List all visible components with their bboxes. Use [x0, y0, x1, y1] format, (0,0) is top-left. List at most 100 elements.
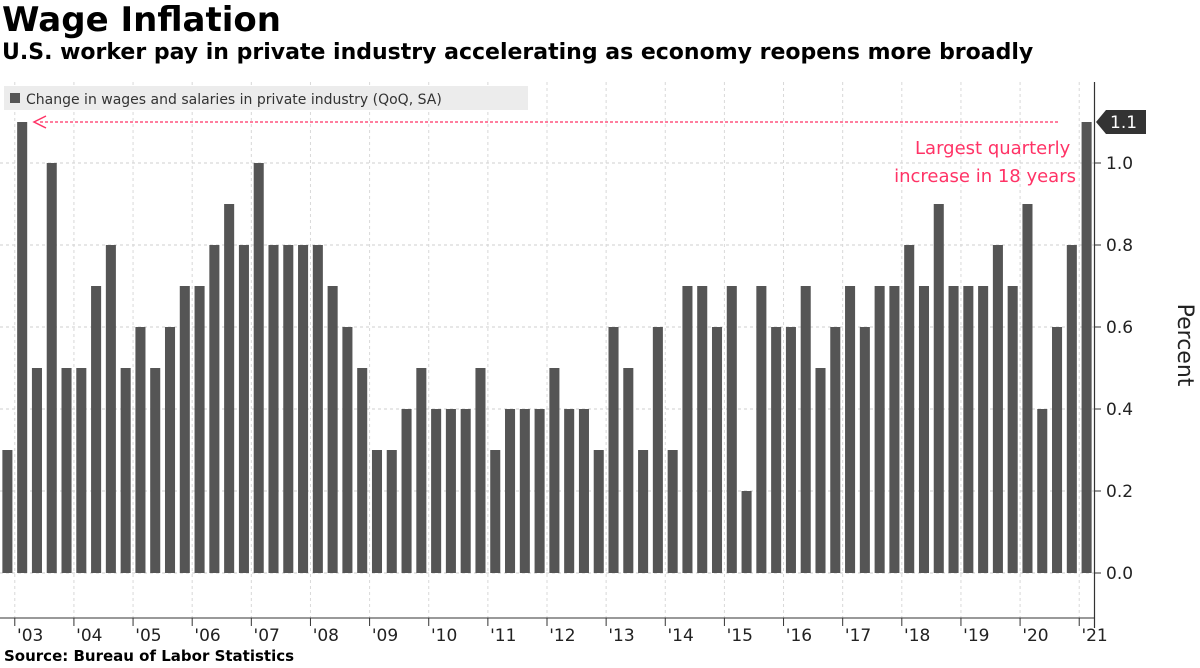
x-tick-label: '07: [254, 626, 280, 646]
bar: [638, 450, 649, 573]
x-tick-label: '17: [845, 626, 871, 646]
y-tick-label: 0.2: [1106, 482, 1133, 502]
x-tick-label: '15: [727, 626, 753, 646]
x-tick-label: '03: [17, 626, 43, 646]
bar: [164, 327, 176, 573]
bar: [135, 327, 146, 573]
bar: [593, 450, 604, 573]
bar: [578, 409, 589, 573]
bar: [771, 327, 782, 573]
bar: [992, 245, 1003, 573]
bar: [711, 327, 723, 573]
bar: [416, 368, 427, 573]
bar: [283, 245, 294, 573]
legend-entry: Change in wages and salaries in private …: [26, 92, 442, 108]
source-note: Source: Bureau of Labor Statistics: [4, 647, 295, 665]
bar: [298, 245, 309, 573]
bar: [194, 286, 205, 573]
chart-title: Wage Inflation: [2, 0, 281, 40]
bar: [342, 327, 353, 573]
bar: [505, 409, 516, 573]
bar: [150, 368, 161, 573]
bar: [1022, 204, 1033, 573]
bar: [357, 368, 368, 573]
bar: [490, 450, 501, 573]
bar: [46, 163, 57, 573]
annotation-line-2: increase in 18 years: [894, 166, 1076, 187]
x-tick-label: '16: [786, 626, 812, 646]
x-tick-label: '12: [549, 626, 575, 646]
x-tick-label: '04: [76, 626, 102, 646]
bar: [371, 450, 383, 573]
bar: [963, 286, 974, 573]
y-axis-label: Percent: [1172, 304, 1197, 387]
legend-background: [4, 86, 528, 110]
bar: [1052, 327, 1063, 573]
bar: [756, 286, 767, 573]
bar: [224, 204, 235, 573]
y-tick-label: 1.0: [1106, 154, 1133, 174]
bar: [91, 286, 102, 573]
bar: [120, 368, 131, 573]
bars: [2, 122, 1092, 573]
y-axis: 0.0 0.2 0.4 0.6 0.8 1.0: [1093, 82, 1133, 628]
x-tick-label: '20: [1022, 626, 1048, 646]
x-tick-label: '19: [963, 626, 989, 646]
legend-swatch: [10, 93, 20, 103]
bar: [105, 245, 116, 573]
x-tick-label: '21: [1081, 626, 1107, 646]
bar: [386, 450, 397, 573]
bar: [785, 327, 796, 573]
bar: [1037, 409, 1048, 573]
bar: [800, 286, 811, 573]
chart-subtitle: U.S. worker pay in private industry acce…: [2, 40, 1034, 65]
x-tick-label: '08: [313, 626, 339, 646]
y-tick-label: 0.6: [1106, 318, 1133, 338]
bar: [978, 286, 989, 573]
bar: [238, 245, 249, 573]
bar: [401, 409, 412, 573]
bar: [608, 327, 619, 573]
bar: [253, 163, 264, 573]
bar: [179, 286, 190, 573]
bar: [534, 409, 545, 573]
bar: [918, 286, 930, 573]
bar: [312, 245, 323, 573]
y-tick-label: 0.4: [1106, 400, 1133, 420]
x-axis: '03 '04 '05 '06 '07 '08 '09 '10 '11 '12 '13 '14 '15 '…: [0, 617, 1108, 646]
x-tick-label: '14: [668, 626, 694, 646]
bar: [726, 286, 737, 573]
bar: [268, 245, 279, 573]
annotation-line-1: Largest quarterly: [915, 138, 1071, 159]
bar: [697, 286, 708, 573]
bar: [445, 409, 456, 573]
bar: [61, 368, 72, 573]
bar: [475, 368, 486, 573]
bar: [76, 368, 87, 573]
x-tick-label: '18: [904, 626, 930, 646]
bar: [682, 286, 693, 573]
x-tick-label: '05: [135, 626, 161, 646]
gridlines: [0, 82, 1094, 618]
bar: [1007, 286, 1018, 573]
x-tick-label: '10: [431, 626, 457, 646]
annotation-arrow-head: [32, 115, 47, 129]
x-tick-label: '09: [372, 626, 398, 646]
x-tick-label: '13: [608, 626, 634, 646]
bar: [933, 204, 944, 573]
bar: [564, 409, 575, 573]
annotation: Largest quarterly increase in 18 years: [32, 115, 1076, 187]
bar: [209, 245, 220, 573]
bar: [948, 286, 959, 573]
last-value-marker: 1.1: [1096, 110, 1146, 134]
bar: [549, 368, 560, 573]
bar: [2, 450, 13, 573]
bar: [667, 450, 678, 573]
bar: [874, 286, 885, 573]
bar: [31, 368, 42, 573]
last-value-label: 1.1: [1110, 113, 1137, 133]
bar: [1081, 122, 1092, 573]
bar: [741, 491, 752, 573]
last-value-badge: [1096, 110, 1146, 134]
